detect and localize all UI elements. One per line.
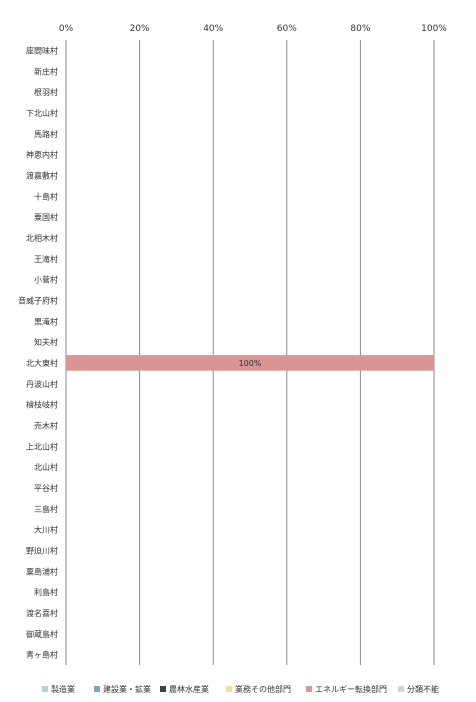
category-labels: 座間味村新庄村根羽村下北山村馬路村神恵内村渡嘉敷村十島村粟国村北相木村王滝村小菅… — [18, 45, 58, 659]
category-label: 檜枝岐村 — [26, 400, 58, 410]
category-label: 知夫村 — [34, 337, 58, 347]
category-label: 利島村 — [34, 587, 58, 597]
category-label: 小菅村 — [34, 275, 58, 285]
x-tick-label: 60% — [277, 24, 297, 34]
data-label: 100% — [239, 359, 262, 368]
category-label: 王滝村 — [34, 254, 58, 264]
category-label: 馬路村 — [34, 129, 58, 139]
x-tick-label: 20% — [130, 24, 150, 34]
x-tick-label: 0% — [59, 24, 74, 34]
category-label: 北大東村 — [26, 358, 58, 368]
category-label: 三島村 — [34, 504, 58, 514]
legend-label: 業務その他部門 — [235, 684, 291, 694]
legend-label: 農林水産業 — [169, 684, 209, 694]
data-labels: 100% — [239, 359, 262, 368]
category-label: 丹波山村 — [26, 379, 58, 389]
category-label: 青ヶ島村 — [26, 650, 58, 660]
category-label: 座間味村 — [26, 45, 58, 55]
x-axis-tick-labels: 0% 20% 40% 60% 80% 100% — [59, 24, 447, 34]
bar-segment — [66, 355, 434, 371]
legend-label: 製造業 — [51, 684, 75, 694]
x-tick-label: 40% — [203, 24, 223, 34]
category-label: 売木村 — [34, 420, 58, 430]
category-label: 根羽村 — [34, 87, 58, 97]
category-label: 神恵内村 — [26, 150, 58, 160]
category-label: 大川村 — [34, 525, 58, 535]
category-label: 下北山村 — [26, 108, 58, 118]
category-label: 上北山村 — [26, 441, 58, 451]
category-label: 北相木村 — [26, 233, 58, 243]
category-label: 御蔵島村 — [26, 629, 58, 639]
category-label: 北山村 — [34, 462, 58, 472]
category-label: 黒滝村 — [34, 316, 58, 326]
category-label: 渡名喜村 — [26, 608, 58, 618]
category-label: 渡嘉敷村 — [26, 170, 58, 180]
legend: 製造業 建設業・鉱業 農林水産業 業務その他部門 エネルギー転換部門 分類不能 — [42, 684, 439, 694]
category-label: 粟島浦村 — [26, 566, 58, 576]
bars — [66, 355, 434, 371]
gridlines — [65, 40, 435, 665]
legend-swatch — [42, 686, 48, 692]
legend-swatch — [94, 686, 100, 692]
legend-label: 建設業・鉱業 — [103, 684, 151, 694]
x-tick-label: 80% — [350, 24, 370, 34]
legend-swatch — [160, 686, 166, 692]
category-label: 音威子府村 — [18, 295, 58, 305]
legend-label: エネルギー転換部門 — [315, 684, 387, 694]
x-tick-label: 100% — [421, 24, 447, 34]
legend-swatch — [306, 686, 312, 692]
legend-swatch — [398, 686, 404, 692]
category-label: 十島村 — [34, 191, 58, 201]
category-label: 粟国村 — [34, 212, 58, 222]
category-label: 野迫川村 — [26, 545, 58, 555]
category-label: 新庄村 — [34, 66, 58, 76]
legend-label: 分類不能 — [407, 684, 439, 694]
category-label: 平谷村 — [34, 483, 58, 493]
legend-swatch — [226, 686, 232, 692]
